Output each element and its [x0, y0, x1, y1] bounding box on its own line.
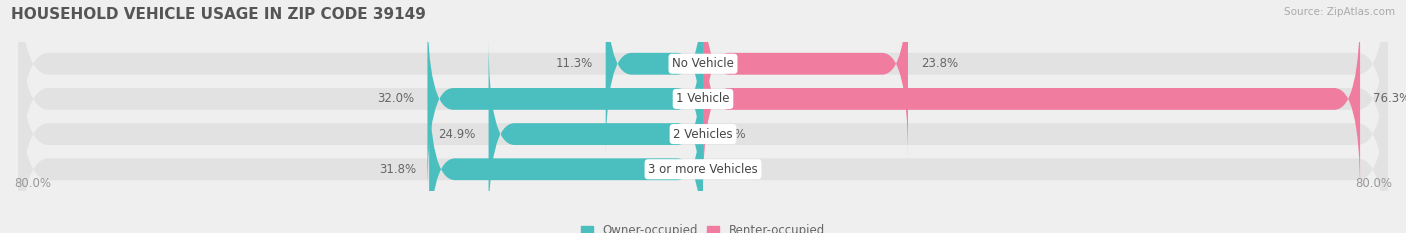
FancyBboxPatch shape	[18, 0, 1388, 211]
Text: 32.0%: 32.0%	[377, 93, 415, 105]
Text: 80.0%: 80.0%	[14, 177, 51, 190]
Text: Source: ZipAtlas.com: Source: ZipAtlas.com	[1284, 7, 1395, 17]
Text: No Vehicle: No Vehicle	[672, 57, 734, 70]
Text: 80.0%: 80.0%	[1355, 177, 1392, 190]
FancyBboxPatch shape	[606, 0, 703, 158]
FancyBboxPatch shape	[488, 39, 703, 229]
Legend: Owner-occupied, Renter-occupied: Owner-occupied, Renter-occupied	[581, 224, 825, 233]
Text: 0.0%: 0.0%	[716, 128, 745, 140]
FancyBboxPatch shape	[427, 4, 703, 194]
FancyBboxPatch shape	[18, 0, 1388, 176]
FancyBboxPatch shape	[18, 57, 1388, 233]
Text: HOUSEHOLD VEHICLE USAGE IN ZIP CODE 39149: HOUSEHOLD VEHICLE USAGE IN ZIP CODE 3914…	[11, 7, 426, 22]
Text: 0.0%: 0.0%	[716, 163, 745, 176]
Text: 31.8%: 31.8%	[380, 163, 416, 176]
FancyBboxPatch shape	[18, 22, 1388, 233]
FancyBboxPatch shape	[703, 0, 908, 158]
Text: 24.9%: 24.9%	[439, 128, 475, 140]
FancyBboxPatch shape	[703, 4, 1360, 194]
Text: 23.8%: 23.8%	[921, 57, 957, 70]
Text: 11.3%: 11.3%	[555, 57, 593, 70]
Text: 3 or more Vehicles: 3 or more Vehicles	[648, 163, 758, 176]
FancyBboxPatch shape	[429, 75, 703, 233]
Text: 76.3%: 76.3%	[1374, 93, 1406, 105]
Text: 1 Vehicle: 1 Vehicle	[676, 93, 730, 105]
Text: 2 Vehicles: 2 Vehicles	[673, 128, 733, 140]
